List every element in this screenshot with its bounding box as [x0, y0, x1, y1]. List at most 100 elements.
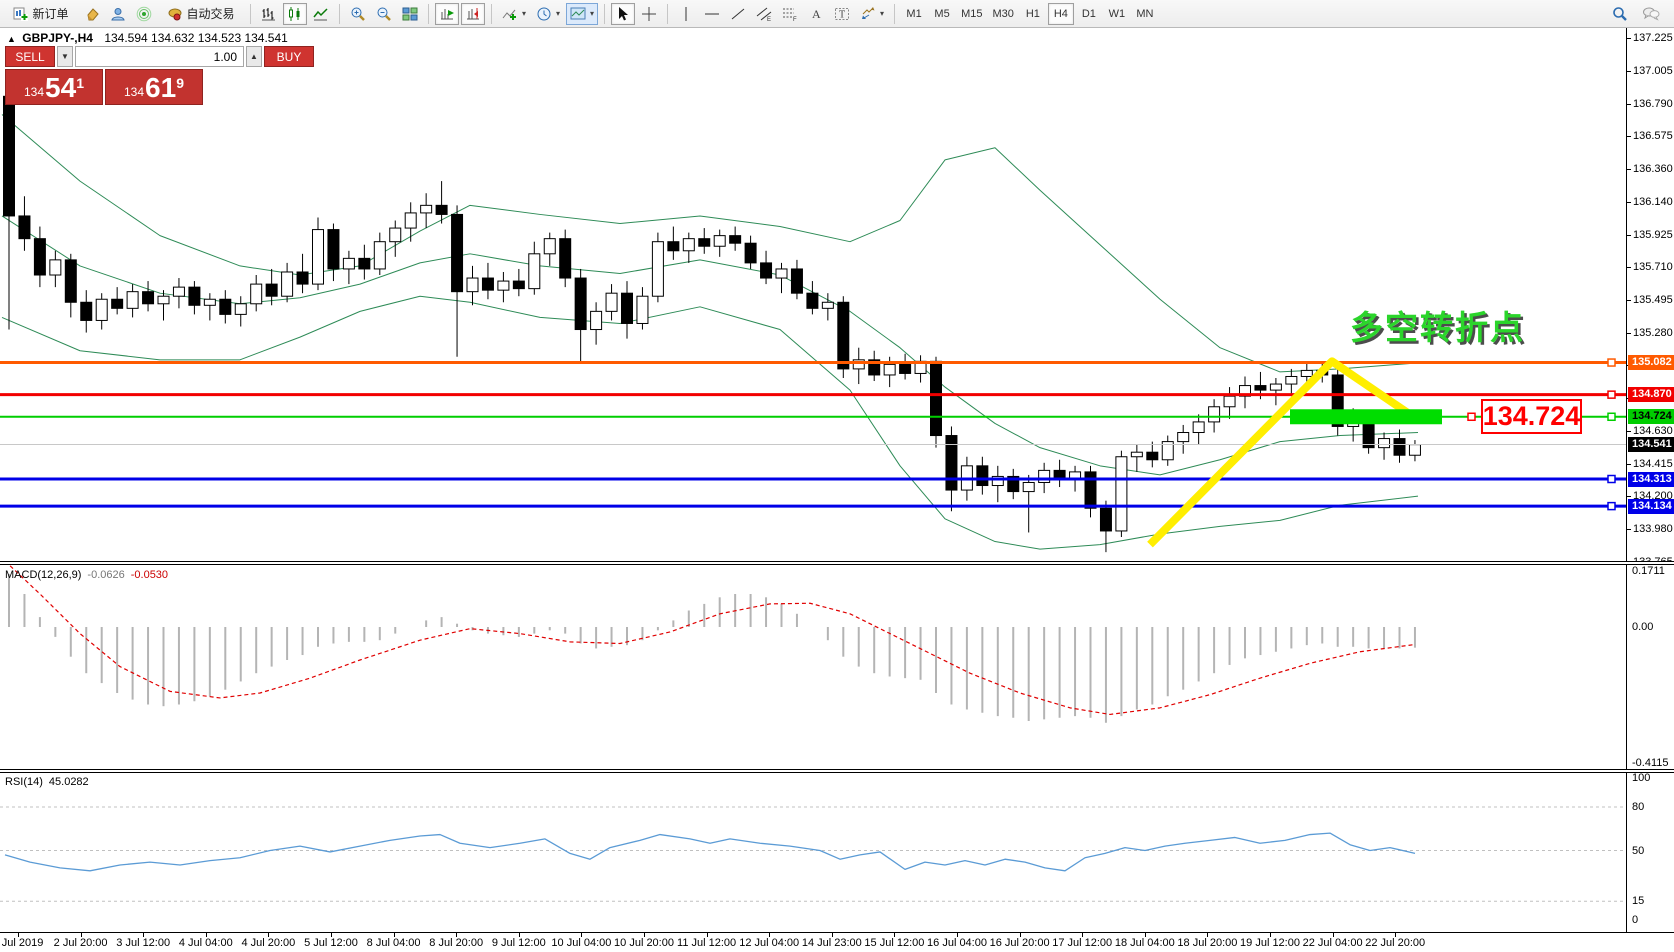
y-axis-tick-mark — [1627, 496, 1631, 498]
chart-shift-button[interactable] — [461, 2, 485, 25]
chat-button[interactable] — [1638, 3, 1664, 25]
price-badge-135.082: 135.082 — [1628, 355, 1674, 371]
clock-icon — [537, 7, 551, 20]
text-label-button[interactable]: T — [830, 3, 854, 25]
buy-button[interactable]: BUY — [264, 46, 314, 67]
x-axis-tick-mark — [644, 933, 645, 937]
y-axis-tick-mark — [1627, 136, 1631, 138]
time-axis[interactable]: 2 Jul 2019 2 Jul 20:00 3 Jul 12:00 4 Jul 04… — [0, 932, 1674, 952]
symbol-ohlc: 134.594 134.632 134.523 134.541 — [104, 31, 288, 45]
timeframe-MN[interactable]: MN — [1132, 3, 1158, 25]
x-axis-label: 15 Jul 12:00 — [864, 937, 925, 949]
up-triangle-icon: ▲ — [7, 34, 16, 44]
timeframe-H1[interactable]: H1 — [1020, 3, 1046, 25]
text-button[interactable]: A — [804, 3, 828, 25]
toolbar: 新订单 自动交易 — [0, 0, 1674, 28]
search-button[interactable] — [1608, 3, 1632, 25]
toolbar-separator — [250, 3, 251, 24]
sell-price-big: 54 — [45, 72, 77, 103]
buy-price-display[interactable]: 134 61 9 — [105, 69, 203, 105]
eraser-button[interactable] — [80, 3, 104, 25]
y-axis-tick: 137.005 — [1633, 65, 1673, 78]
y-axis-tick: 136.575 — [1633, 130, 1673, 143]
crosshair-button[interactable] — [637, 3, 661, 25]
profiles-button[interactable] — [106, 3, 130, 25]
auto-scroll-button[interactable] — [435, 2, 459, 25]
x-axis-tick-mark — [706, 933, 708, 937]
y-axis-tick: 135.710 — [1633, 261, 1673, 274]
price-badge-134.724: 134.724 — [1628, 409, 1674, 425]
price-axis[interactable]: 137.225 137.005 136.790 136.575 136.360 136.1… — [1626, 28, 1674, 932]
candlestick-chart-button[interactable] — [283, 2, 307, 25]
rsi-axis-label: 100 — [1632, 772, 1651, 784]
fibonacci-icon: F — [783, 8, 797, 22]
zoom-out-button[interactable] — [372, 3, 396, 25]
toolbar-right — [1608, 3, 1670, 25]
x-axis-tick-mark — [268, 933, 270, 937]
bar-chart-button[interactable] — [257, 3, 281, 25]
sell-price-display[interactable]: 134 54 1 — [5, 69, 103, 105]
x-axis-label: 8 Jul 04:00 — [366, 937, 421, 949]
x-axis-tick-mark — [205, 933, 207, 937]
y-axis-tick-mark — [1627, 332, 1631, 334]
y-axis-tick: 135.280 — [1633, 326, 1673, 339]
x-axis-tick-mark — [581, 933, 583, 937]
x-axis-label: 19 Jul 12:00 — [1240, 937, 1300, 949]
panel-separator[interactable] — [0, 561, 1674, 565]
main-chart[interactable] — [0, 28, 1626, 562]
timeframe-M30[interactable]: M30 — [988, 3, 1017, 25]
sell-price-prefix: 134 — [24, 85, 45, 99]
new-order-button[interactable]: 新订单 — [4, 3, 78, 25]
equidistant-channel-button[interactable]: E — [752, 3, 776, 25]
timeframe-D1[interactable]: D1 — [1076, 3, 1102, 25]
y-axis-tick: 136.360 — [1633, 162, 1673, 175]
timeframe-W1[interactable]: W1 — [1104, 3, 1130, 25]
price-badge-134.313: 134.313 — [1628, 471, 1674, 487]
zoom-in-button[interactable] — [346, 3, 370, 25]
x-axis-tick-mark — [1019, 933, 1021, 937]
price-badge-134.541: 134.541 — [1628, 436, 1674, 452]
vertical-line-button[interactable] — [674, 3, 698, 25]
volume-input[interactable] — [75, 46, 244, 67]
timeframe-M1[interactable]: M1 — [901, 3, 927, 25]
periods-button[interactable]: ▾ — [532, 3, 564, 25]
x-axis-label: 4 Jul 20:00 — [241, 937, 296, 949]
volume-up-button[interactable]: ▲ — [246, 46, 262, 67]
cursor-button[interactable] — [611, 2, 636, 25]
trendline-button[interactable] — [726, 3, 750, 25]
horizontal-line-button[interactable] — [700, 3, 724, 25]
x-axis-label: 10 Jul 04:00 — [551, 937, 612, 949]
chat-icon — [1643, 7, 1660, 21]
dropdown-caret-icon: ▾ — [590, 9, 595, 18]
price-badge-134.870: 134.870 — [1628, 387, 1674, 403]
svg-text:T: T — [839, 9, 845, 20]
x-axis-tick-mark — [393, 933, 395, 937]
sell-button[interactable]: SELL — [5, 46, 55, 67]
arrows-button[interactable]: ▾ — [856, 3, 888, 25]
svg-text:E: E — [767, 17, 771, 22]
indicators-button[interactable]: ▾ — [498, 3, 530, 25]
templates-icon — [570, 7, 586, 19]
timeframe-H4[interactable]: H4 — [1047, 2, 1074, 25]
timeframe-M15[interactable]: M15 — [957, 3, 986, 25]
y-axis-tick-mark — [1627, 529, 1631, 531]
x-axis-tick-mark — [143, 933, 145, 937]
line-chart-button[interactable] — [309, 3, 333, 25]
x-axis-label: 18 Jul 04:00 — [1114, 937, 1175, 949]
zoom-in-icon — [351, 7, 365, 21]
timeframe-M5[interactable]: M5 — [929, 3, 955, 25]
toolbar-separator — [339, 3, 340, 24]
auto-trading-button[interactable]: 自动交易 — [158, 3, 244, 25]
panel-separator[interactable] — [0, 769, 1674, 773]
buy-price-sup: 9 — [176, 75, 184, 91]
x-axis-label: 8 Jul 20:00 — [429, 937, 484, 949]
fibonacci-button[interactable]: F — [778, 3, 802, 25]
signal-button[interactable] — [132, 3, 156, 25]
macd-axis-label: 0.1711 — [1632, 564, 1665, 577]
volume-down-button[interactable]: ▼ — [57, 46, 73, 67]
templates-button[interactable]: ▾ — [566, 2, 599, 25]
rsi-axis-label: 15 — [1632, 895, 1645, 908]
toolbar-separator — [491, 3, 492, 24]
x-axis-label: 2 Jul 2019 — [0, 937, 44, 949]
tile-windows-button[interactable] — [398, 3, 422, 25]
